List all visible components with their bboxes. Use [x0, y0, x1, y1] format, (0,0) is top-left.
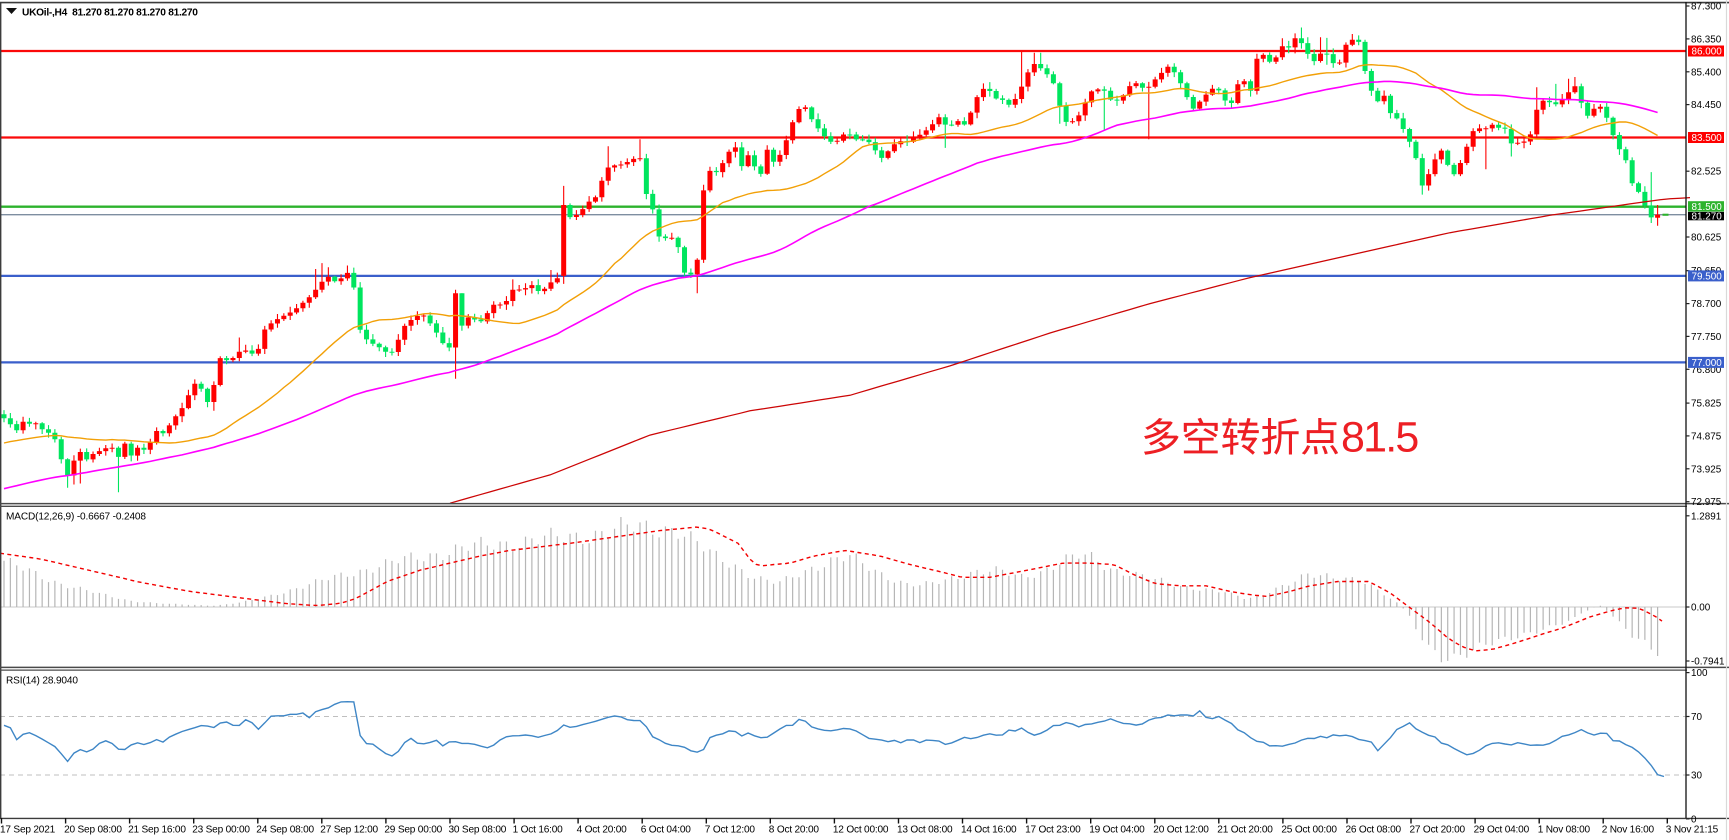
svg-text:20 Sep 08:00: 20 Sep 08:00: [64, 825, 122, 836]
svg-text:86.000: 86.000: [1692, 47, 1723, 58]
svg-text:27 Sep 12:00: 27 Sep 12:00: [320, 825, 378, 836]
svg-text:0.00: 0.00: [1691, 603, 1711, 614]
svg-text:UKOil-,H4 81.270 81.270 81.27: UKOil-,H4 81.270 81.270 81.270 81.270: [22, 8, 198, 19]
svg-text:85.400: 85.400: [1691, 67, 1722, 78]
svg-text:75.825: 75.825: [1691, 399, 1722, 410]
svg-text:86.350: 86.350: [1691, 34, 1722, 45]
svg-text:7 Oct 12:00: 7 Oct 12:00: [705, 825, 756, 836]
svg-text:14 Oct 16:00: 14 Oct 16:00: [961, 825, 1017, 836]
svg-text:84.450: 84.450: [1691, 100, 1722, 111]
svg-text:77.750: 77.750: [1691, 332, 1722, 343]
svg-text:21 Oct 20:00: 21 Oct 20:00: [1217, 825, 1273, 836]
svg-text:27 Oct 20:00: 27 Oct 20:00: [1410, 825, 1466, 836]
svg-text:87.300: 87.300: [1691, 2, 1722, 13]
svg-text:4 Oct 20:00: 4 Oct 20:00: [577, 825, 628, 836]
svg-text:81.500: 81.500: [1692, 202, 1723, 213]
svg-text:24 Sep 08:00: 24 Sep 08:00: [256, 825, 314, 836]
svg-text:6 Oct 04:00: 6 Oct 04:00: [641, 825, 692, 836]
svg-text:1 Oct 16:00: 1 Oct 16:00: [513, 825, 564, 836]
svg-text:83.500: 83.500: [1692, 133, 1723, 144]
svg-text:17 Sep 2021: 17 Sep 2021: [0, 825, 56, 836]
svg-text:30 Sep 08:00: 30 Sep 08:00: [449, 825, 507, 836]
svg-text:77.000: 77.000: [1692, 358, 1723, 369]
svg-text:74.875: 74.875: [1691, 431, 1722, 442]
svg-text:100: 100: [1691, 668, 1708, 679]
svg-text:MACD(12,26,9) -0.6667 -0.2408: MACD(12,26,9) -0.6667 -0.2408: [6, 512, 146, 523]
svg-text:17 Oct 23:00: 17 Oct 23:00: [1025, 825, 1081, 836]
svg-text:73.925: 73.925: [1691, 464, 1722, 475]
svg-text:26 Oct 08:00: 26 Oct 08:00: [1346, 825, 1402, 836]
svg-text:1 Nov 08:00: 1 Nov 08:00: [1538, 825, 1591, 836]
svg-text:72.975: 72.975: [1691, 497, 1722, 508]
svg-text:8 Oct 20:00: 8 Oct 20:00: [769, 825, 820, 836]
svg-text:29 Oct 04:00: 29 Oct 04:00: [1474, 825, 1530, 836]
svg-text:RSI(14) 28.9040: RSI(14) 28.9040: [6, 676, 78, 687]
svg-text:3 Nov 21:15: 3 Nov 21:15: [1666, 825, 1719, 836]
svg-text:25 Oct 00:00: 25 Oct 00:00: [1281, 825, 1337, 836]
svg-text:30: 30: [1691, 771, 1702, 782]
svg-text:21 Sep 16:00: 21 Sep 16:00: [128, 825, 186, 836]
svg-text:29 Sep 00:00: 29 Sep 00:00: [384, 825, 442, 836]
svg-text:80.625: 80.625: [1691, 233, 1722, 244]
svg-text:81.270: 81.270: [1692, 212, 1723, 223]
svg-text:12 Oct 00:00: 12 Oct 00:00: [833, 825, 889, 836]
svg-text:23 Sep 00:00: 23 Sep 00:00: [192, 825, 250, 836]
svg-text:13 Oct 08:00: 13 Oct 08:00: [897, 825, 953, 836]
svg-text:81.5: 81.5: [1341, 414, 1418, 462]
svg-text:20 Oct 12:00: 20 Oct 12:00: [1153, 825, 1209, 836]
svg-text:2 Nov 16:00: 2 Nov 16:00: [1602, 825, 1655, 836]
svg-text:0: 0: [1691, 814, 1697, 825]
svg-text:76.800: 76.800: [1691, 365, 1722, 376]
svg-text:78.700: 78.700: [1691, 299, 1722, 310]
svg-text:19 Oct 04:00: 19 Oct 04:00: [1089, 825, 1145, 836]
svg-text:-0.7941: -0.7941: [1691, 657, 1725, 668]
svg-text:79.500: 79.500: [1692, 272, 1723, 283]
svg-text:82.525: 82.525: [1691, 167, 1722, 178]
svg-text:1.2891: 1.2891: [1691, 511, 1722, 522]
svg-text:70: 70: [1691, 712, 1702, 723]
